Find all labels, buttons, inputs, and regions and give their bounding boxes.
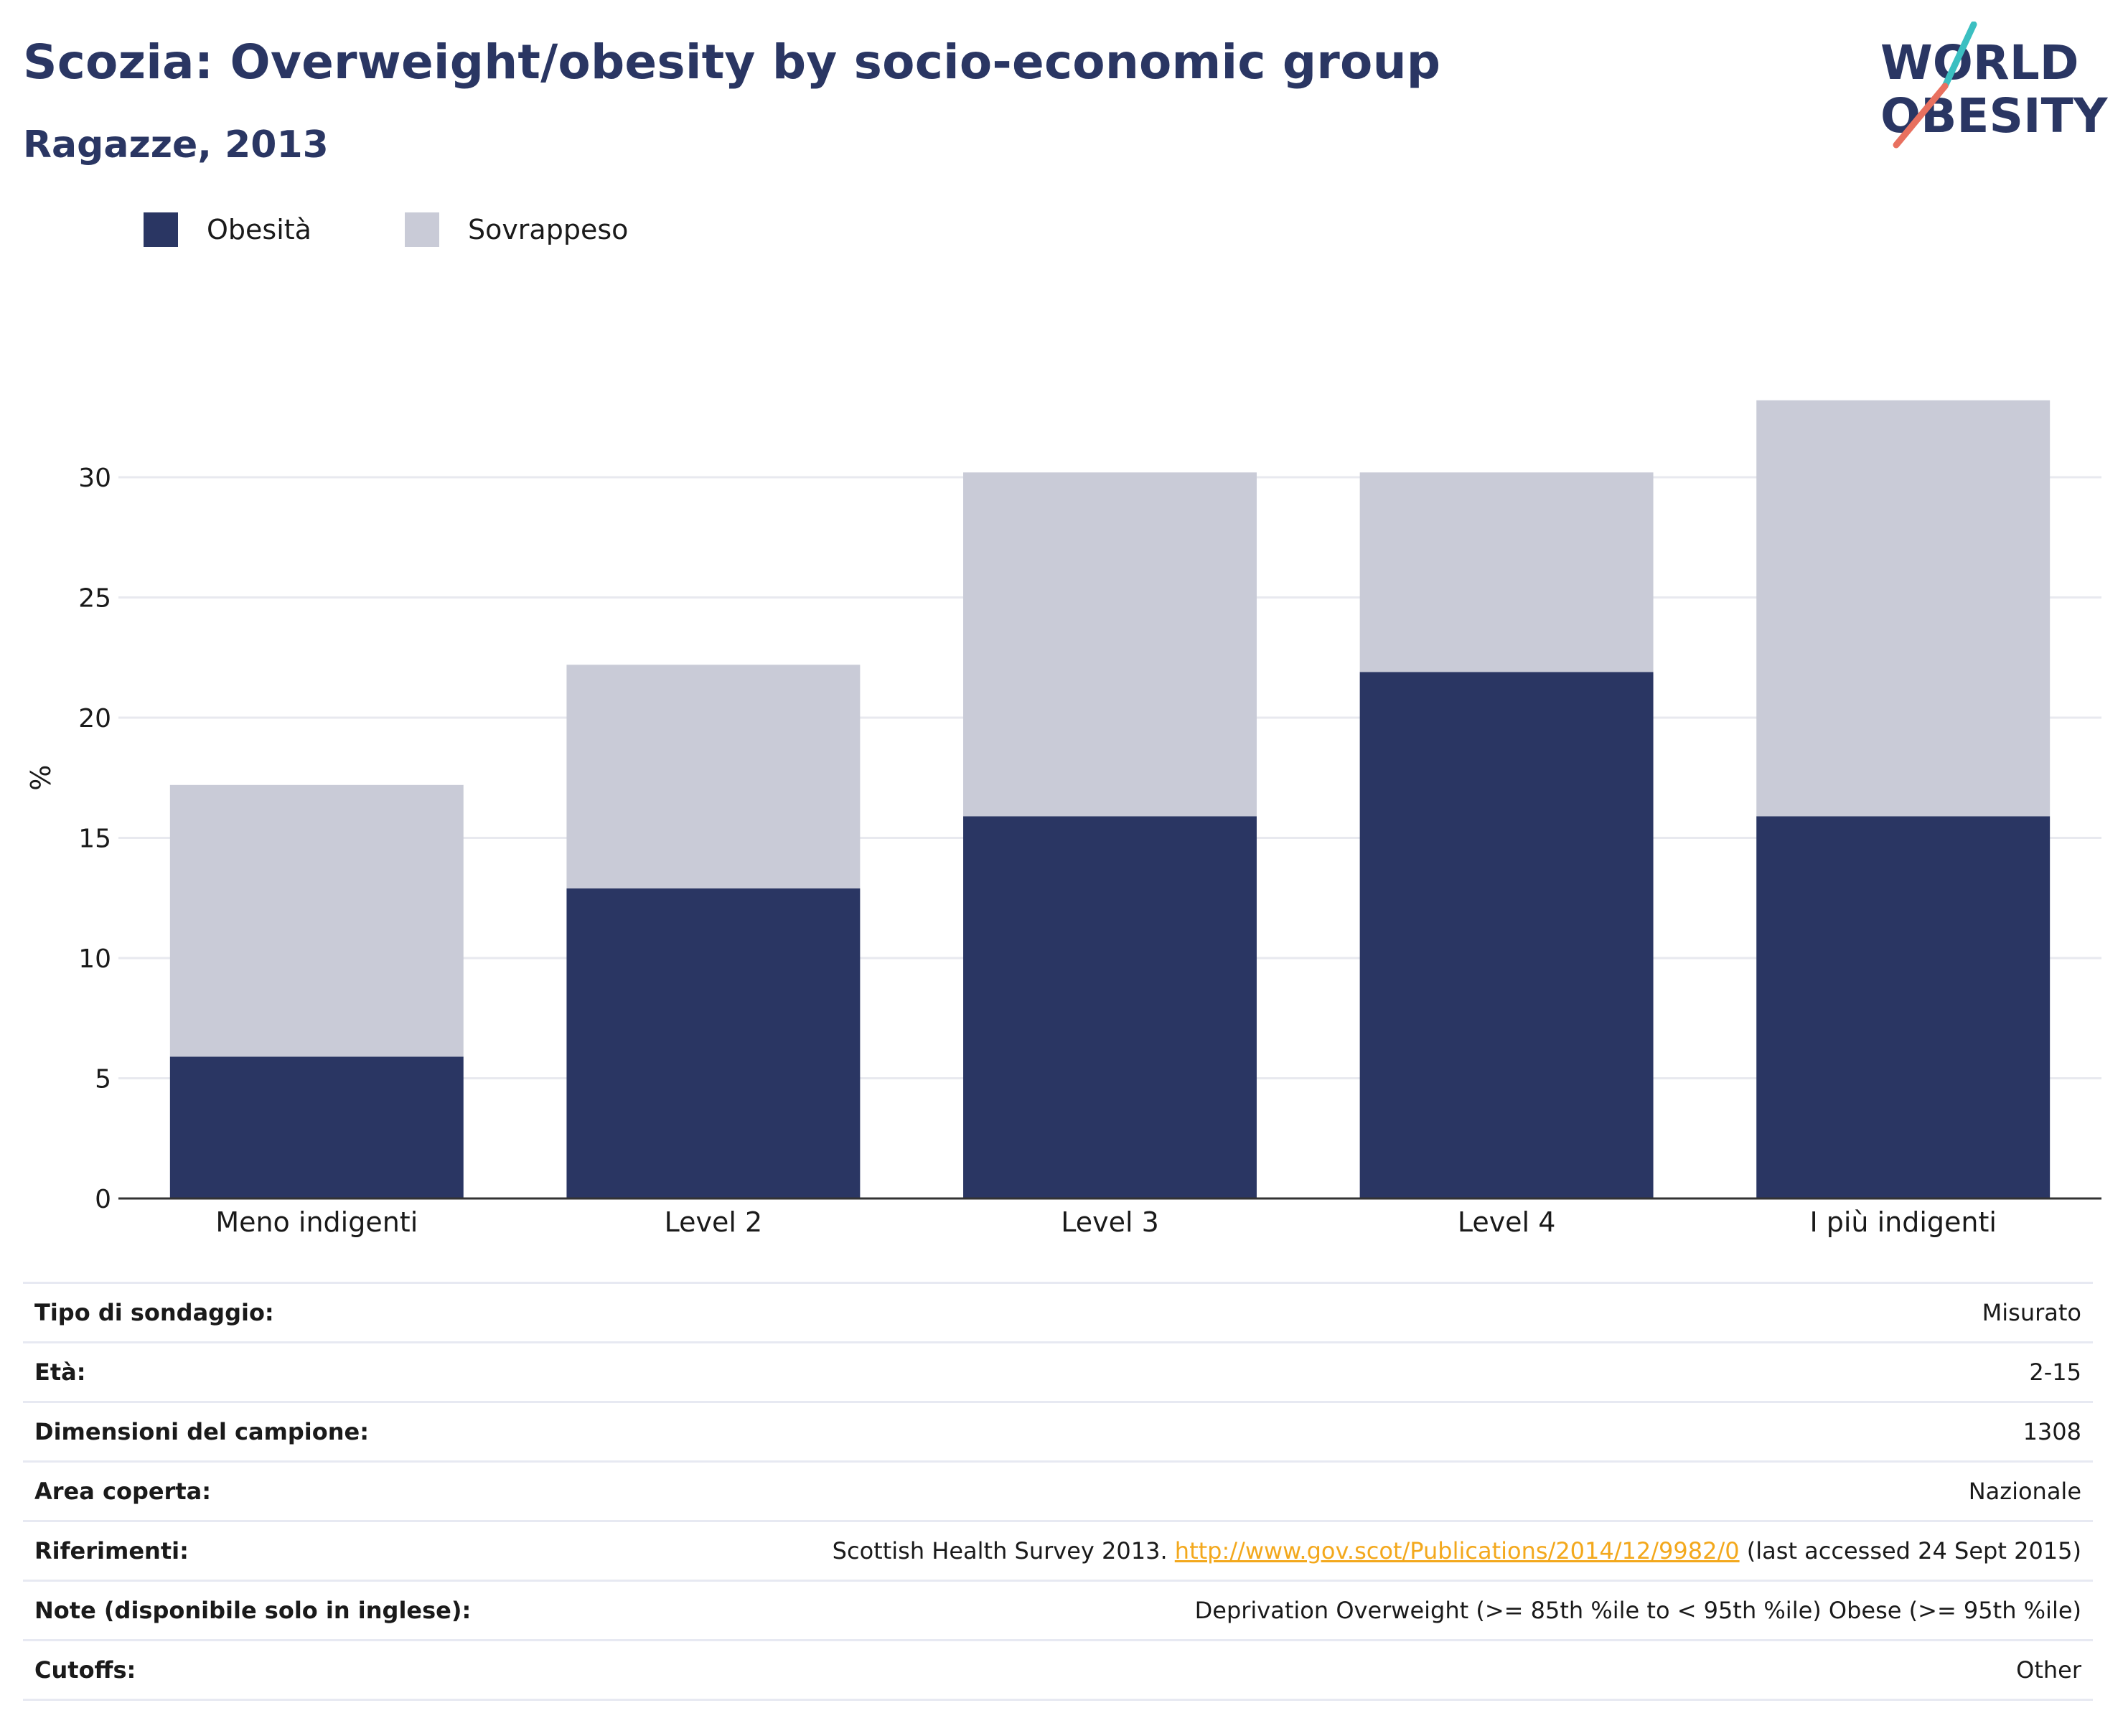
bar-overweight (963, 472, 1257, 817)
x-tick-label: Level 2 (665, 1206, 763, 1238)
info-value: Deprivation Overweight (>= 85th %ile to … (1194, 1597, 2081, 1624)
bar-overweight (169, 784, 464, 1057)
bar-obesity (1756, 816, 2051, 1198)
info-key: Cutoffs: (34, 1656, 136, 1684)
chart-title: Scozia: Overweight/obesity by socio-econ… (23, 34, 1441, 90)
bar-obesity (169, 1056, 464, 1198)
info-key: Riferimenti: (34, 1537, 189, 1564)
info-row-age: Età: 2-15 (23, 1342, 2093, 1402)
info-key: Dimensioni del campione: (34, 1418, 370, 1445)
info-value: Nazionale (1968, 1478, 2081, 1505)
bar-obesity (566, 888, 861, 1198)
y-tick-label: 25 (78, 584, 111, 614)
y-tick-label: 15 (78, 825, 111, 854)
y-tick-label: 5 (95, 1065, 111, 1094)
x-tick-label: Level 3 (1061, 1206, 1159, 1238)
legend-swatch-overweight (404, 212, 439, 247)
bar-overweight (1756, 400, 2051, 817)
x-tick-label: Level 4 (1458, 1206, 1556, 1238)
bar-overweight (1359, 472, 1654, 672)
y-tick-label: 20 (78, 704, 111, 733)
chart-subtitle: Ragazze, 2013 (23, 123, 329, 166)
logo-line1: WORLD (1880, 35, 2079, 90)
x-tick-label: I più indigenti (1809, 1206, 1997, 1238)
y-tick-label: 10 (78, 944, 111, 974)
info-row-survey-type: Tipo di sondaggio: Misurato (23, 1282, 2093, 1343)
y-tick-label: 30 (78, 464, 111, 493)
reference-prefix: Scottish Health Survey 2013. (832, 1537, 1175, 1564)
reference-suffix: (last accessed 24 Sept 2015) (1739, 1537, 2081, 1564)
info-row-notes: Note (disponibile solo in inglese): Depr… (23, 1580, 2093, 1641)
logo-slash-bottom (1893, 83, 1949, 149)
legend-swatch-obesity (144, 212, 178, 247)
info-key: Tipo di sondaggio: (34, 1299, 274, 1326)
info-value: 1308 (2023, 1418, 2081, 1445)
info-value: Other (2016, 1656, 2081, 1684)
info-row-references: Riferimenti: Scottish Health Survey 2013… (23, 1521, 2093, 1581)
info-row-sample-size: Dimensioni del campione: 1308 (23, 1402, 2093, 1462)
legend-item-overweight[interactable]: Sovrappeso (404, 212, 629, 247)
logo-slash-top (1941, 22, 1977, 90)
x-tick-label: Meno indigenti (215, 1206, 418, 1238)
info-value: 2-15 (2029, 1359, 2081, 1386)
info-key: Età: (34, 1359, 86, 1386)
bar-obesity (1359, 672, 1654, 1198)
info-value: Misurato (1982, 1299, 2081, 1326)
legend-item-obesity[interactable]: Obesità (144, 212, 311, 247)
info-key: Note (disponibile solo in inglese): (34, 1597, 472, 1624)
info-row-cutoffs: Cutoffs: Other (23, 1640, 2093, 1700)
y-tick-label: 0 (95, 1185, 111, 1214)
bar-obesity (963, 816, 1257, 1198)
info-value: Scottish Health Survey 2013. http://www.… (572, 1521, 2093, 1581)
info-row-area: Area coperta: Nazionale (23, 1461, 2093, 1521)
chart-legend: Obesità Sovrappeso (144, 212, 721, 247)
legend-label-obesity: Obesità (207, 214, 311, 245)
info-key: Area coperta: (34, 1478, 212, 1505)
bar-overweight (566, 665, 861, 888)
y-axis-label: % (25, 765, 57, 791)
world-obesity-logo: WORLD OBESITY (1880, 22, 2109, 149)
legend-label-overweight: Sovrappeso (467, 214, 629, 245)
reference-link[interactable]: http://www.gov.scot/Publications/2014/12… (1174, 1537, 1740, 1564)
stacked-bar-chart: 0 5 10 15 20 25 30% Meno indigenti Level 2 Level … (25, 400, 2101, 1238)
survey-info-table: Tipo di sondaggio: Misurato Età: 2-15 Di… (23, 1282, 2093, 1701)
